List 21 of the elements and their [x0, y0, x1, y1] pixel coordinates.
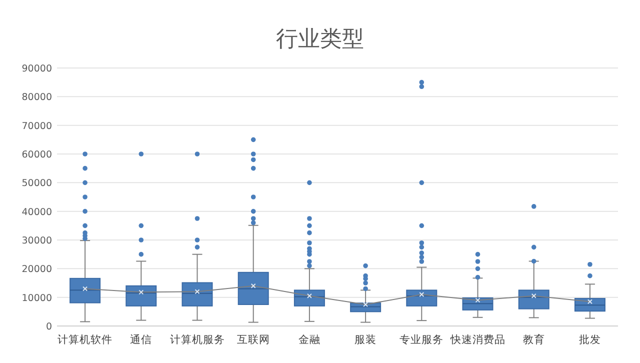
y-tick-label: 90000 [22, 64, 52, 74]
y-tick-label: 30000 [22, 236, 52, 246]
x-tick-label: 专业服务 [400, 333, 444, 346]
y-tick-label: 40000 [22, 206, 52, 218]
x-tick-label: 计算机软件 [58, 333, 113, 346]
x-tick-label: 快速消费品 [449, 333, 506, 346]
y-tick-label: 70000 [22, 120, 52, 132]
x-tick-label: 通信 [130, 333, 152, 346]
y-tick-label: 0 [46, 322, 52, 332]
x-tick-label: 金融 [298, 334, 320, 346]
y-tick-label: 10000 [22, 292, 52, 304]
x-tick-label: 互联网 [236, 334, 270, 346]
y-tick-label: 50000 [22, 178, 52, 190]
x-tick-label: 计算机服务 [170, 333, 225, 346]
x-tick-label: 服装 [354, 333, 377, 346]
y-tick-label: 60000 [22, 150, 52, 160]
x-tick-label: 批发 [578, 334, 601, 346]
y-tick-label: 20000 [22, 264, 52, 276]
x-tick-label: 教育 [522, 333, 545, 346]
chart-title: 行业类型 [276, 27, 364, 52]
y-tick-label: 80000 [22, 92, 52, 104]
